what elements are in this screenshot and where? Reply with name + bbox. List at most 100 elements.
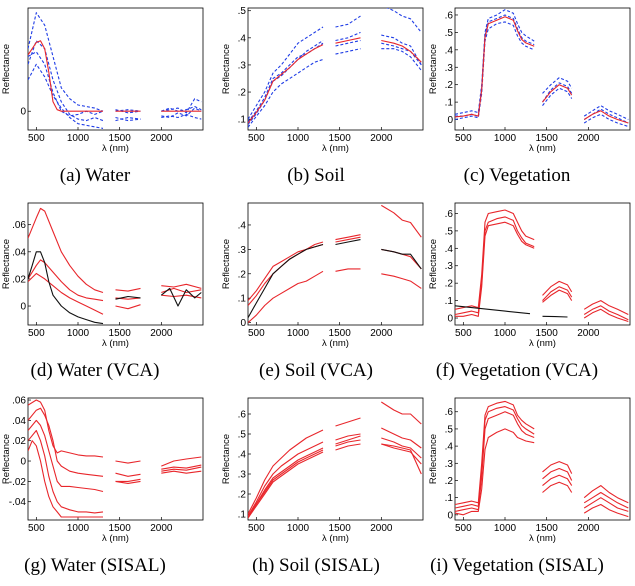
y-tick-label: .3 [238, 470, 247, 481]
x-tick-label: 2000 [370, 133, 393, 144]
x-axis-label: λ (nm) [322, 338, 349, 349]
x-tick-label: 1000 [287, 523, 310, 534]
x-tick-label: 1000 [67, 523, 90, 534]
x-tick-label: 1000 [494, 523, 517, 534]
plot-area [455, 400, 629, 518]
series-red-line [248, 447, 324, 519]
x-tick-label: 2000 [577, 133, 600, 144]
series-red-line [455, 16, 535, 118]
y-axis-label: Reflectance [1, 44, 12, 94]
series-red-line [248, 429, 324, 515]
caption-b: (b) Soil [287, 165, 345, 186]
chart-i: 500 1000 1500 2000 0 .1 .2 .3 .4 .5 .6 λ (nm) Reflec… [428, 397, 631, 576]
series-blue-line [248, 26, 324, 120]
series-red-line [381, 443, 422, 465]
y-axis-label: Reflectance [1, 434, 12, 484]
series-blue-line [335, 31, 361, 42]
y-tick-label: .4 [445, 244, 454, 255]
series-red-line [455, 209, 535, 310]
series-red-line [248, 44, 324, 124]
x-tick-label: 2000 [370, 328, 393, 339]
series-blue-line [115, 116, 141, 122]
series-red-line [381, 401, 422, 425]
x-axis-label: λ (nm) [102, 338, 129, 349]
y-tick-label: .1 [238, 294, 247, 305]
series-red-line [542, 481, 573, 493]
chart-e: 500 1000 1500 2000 0 .1 .2 .3 .4 λ (nm) Reflectanc… [221, 202, 424, 381]
plot-frame [247, 397, 424, 521]
x-tick-label: 2000 [577, 328, 600, 339]
series-red-line [335, 236, 361, 243]
series-red-line [115, 304, 141, 310]
y-tick-label: .1 [445, 296, 454, 307]
series-blue-line [381, 48, 422, 71]
series-red-line [455, 411, 535, 512]
y-tick-label: .4 [445, 45, 454, 56]
series-red-line [28, 259, 104, 302]
y-tick-label: 0 [240, 318, 246, 329]
series-red-line [542, 286, 573, 301]
x-tick-label: 1500 [329, 133, 352, 144]
y-axis-label: Reflectance [428, 239, 439, 289]
series-red-line [583, 497, 629, 512]
series-red-line [583, 491, 629, 509]
series-red-line [248, 449, 324, 517]
y-axis-label: Reflectance [428, 44, 439, 94]
series-red-line [542, 467, 573, 481]
series-red-line [28, 419, 104, 493]
series-red-line [542, 461, 573, 474]
series-red-line [455, 221, 535, 317]
series-red-line [542, 84, 573, 103]
series-red-line [161, 470, 202, 474]
y-tick-label: .5 [238, 430, 247, 441]
series-red-line [381, 39, 422, 63]
y-tick-label: .4 [445, 442, 454, 453]
x-tick-label: 2000 [370, 523, 393, 534]
plot-frame [27, 397, 204, 521]
x-axis-label: λ (nm) [529, 338, 556, 349]
plot-area [455, 9, 629, 128]
series-red-line [161, 283, 202, 289]
series-red-line [161, 466, 202, 472]
x-tick-label: 1500 [329, 328, 352, 339]
series-red-line [335, 433, 361, 441]
y-axis-label: Reflectance [221, 434, 232, 484]
series-black-line [248, 243, 324, 318]
series-red-line [28, 207, 104, 294]
y-tick-label: .5 [445, 424, 454, 435]
x-tick-label: 500 [248, 523, 265, 534]
series-blue-line [335, 15, 361, 28]
series-red-line [381, 427, 422, 449]
series-red-line [335, 439, 361, 447]
series-red-line [583, 305, 629, 321]
series-red-line [381, 273, 422, 289]
x-tick-label: 1500 [109, 523, 132, 534]
plot-frame [247, 7, 424, 131]
series-red-line [161, 464, 202, 470]
series-red-line [335, 268, 361, 272]
series-blue-line [161, 113, 202, 120]
x-tick-label: 1000 [494, 328, 517, 339]
series-blue-line [542, 87, 573, 106]
series-red-line [28, 407, 104, 477]
series-red-line [542, 280, 573, 296]
x-tick-label: 500 [248, 133, 265, 144]
series-red-line [28, 272, 104, 315]
x-axis-label: λ (nm) [102, 533, 129, 544]
series-blue-line [542, 82, 573, 103]
x-tick-label: 500 [455, 328, 472, 339]
x-tick-label: 2000 [150, 328, 173, 339]
plot-area [248, 204, 422, 324]
series-red-line [335, 417, 361, 427]
plot-frame [27, 202, 204, 326]
x-axis-label: λ (nm) [322, 143, 349, 154]
y-tick-label: 0 [20, 107, 26, 118]
y-tick-label: .3 [445, 63, 454, 74]
y-tick-label: .4 [238, 450, 247, 461]
series-red-line [28, 440, 103, 518]
plot-area [248, 401, 422, 519]
y-tick-label: .2 [238, 490, 247, 501]
y-axis-label: Reflectance [428, 434, 439, 484]
x-tick-label: 500 [248, 328, 265, 339]
